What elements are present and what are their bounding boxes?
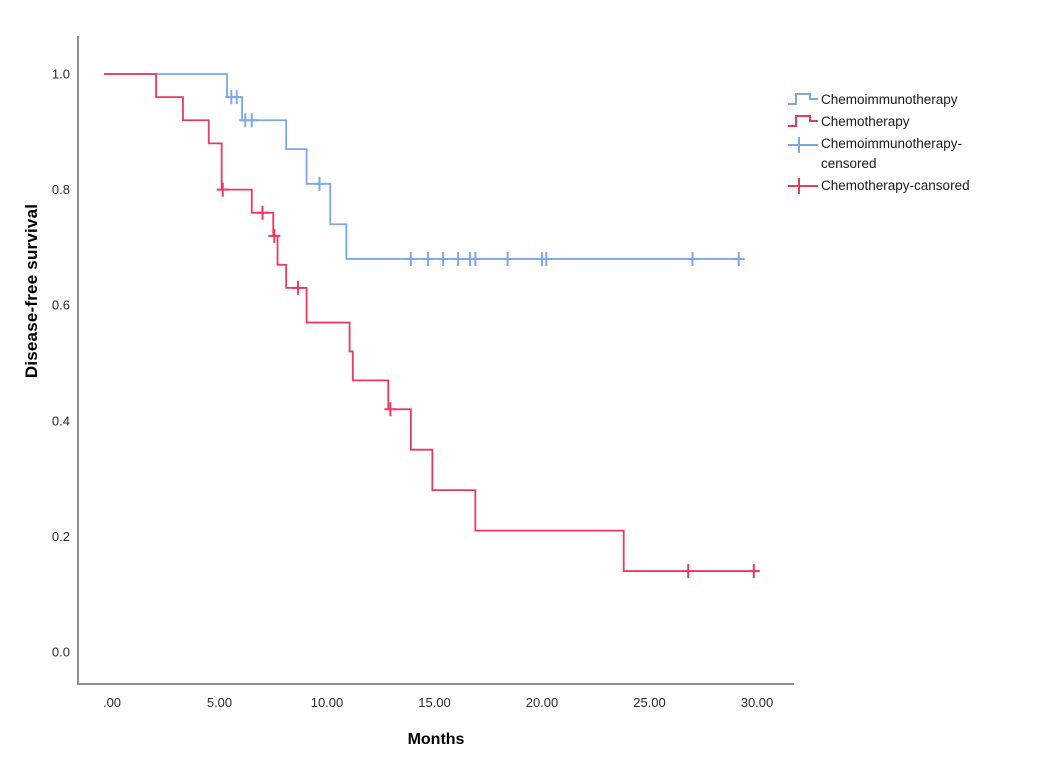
x-tick-label: 10.00	[311, 695, 344, 710]
x-tick-label: 15.00	[418, 695, 451, 710]
step-line-icon	[788, 115, 818, 127]
x-tick-label: 25.00	[633, 695, 666, 710]
legend-label: Chemoimmunotherapy-censored	[821, 136, 963, 171]
y-tick-label: 0.8	[52, 182, 70, 197]
censor-marks-chemoimmunotherapy	[225, 90, 745, 266]
legend-item-chemotherapy: Chemotherapy	[786, 112, 1038, 132]
y-tick-label: 0.2	[52, 529, 70, 544]
censor-plus-icon	[788, 137, 818, 153]
legend: Chemoimmunotherapy Chemotherapy Chemoimm…	[786, 90, 1038, 198]
x-tick-label: .00	[103, 695, 121, 710]
legend-label: Chemotherapy	[821, 114, 910, 129]
legend-item-chemoimmunotherapy-censored: Chemoimmunotherapy-censored	[786, 134, 1038, 174]
x-tick-label: 30.00	[741, 695, 774, 710]
legend-label: Chemoimmunotherapy	[821, 92, 958, 107]
y-tick-label: 0.4	[52, 413, 70, 428]
y-axis-title: Disease-free survival	[22, 203, 41, 379]
step-line-icon	[788, 93, 818, 105]
y-tick-label: 0.0	[52, 645, 70, 660]
y-tick-label: 0.6	[52, 298, 70, 313]
y-tick-label: 1.0	[52, 67, 70, 82]
censor-plus-icon	[788, 178, 818, 194]
series-line-chemoimmunotherapy	[104, 73, 742, 260]
legend-item-chemotherapy-cansored: Chemotherapy-cansored	[786, 176, 1038, 196]
series-line-chemotherapy	[104, 73, 760, 572]
legend-label: Chemotherapy-cansored	[821, 178, 970, 193]
x-axis-title: Months	[407, 731, 465, 748]
x-tick-label: 20.00	[526, 695, 559, 710]
x-tick-label: 5.00	[207, 695, 232, 710]
censor-marks-chemotherapy	[216, 182, 760, 579]
legend-item-chemoimmunotherapy: Chemoimmunotherapy	[786, 90, 1038, 110]
